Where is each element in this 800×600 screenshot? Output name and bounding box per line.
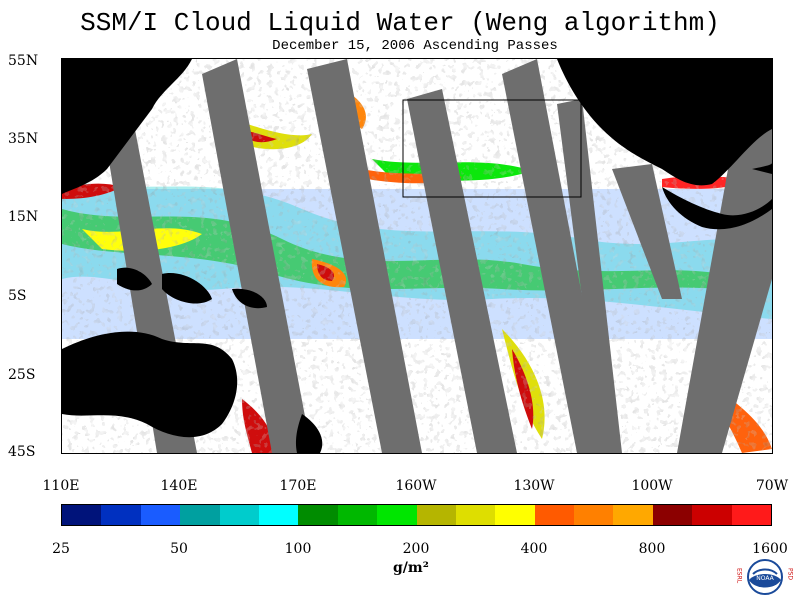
page-subtitle: December 15, 2006 Ascending Passes	[272, 38, 558, 54]
colorbar-swatch-14	[613, 505, 653, 525]
logo-center-text: NOAA	[756, 575, 774, 582]
colorbar-label-800: 800	[638, 541, 666, 557]
colorbar-swatch-2	[140, 505, 181, 525]
colorbar	[61, 504, 772, 526]
colorbar-swatch-5	[258, 505, 299, 525]
noaa-logo-icon: NOAA ESRL PSD	[736, 559, 794, 595]
colorbar-swatch-0	[62, 505, 102, 525]
colorbar-swatch-17	[731, 505, 772, 525]
page-title: SSM/I Cloud Liquid Water (Weng algorithm…	[80, 8, 720, 38]
lat-label-35n: 35N	[8, 131, 39, 147]
lat-label-5s: 5S	[8, 288, 27, 304]
cloud-liquid-water-map	[61, 58, 773, 454]
colorbar-swatch-9	[416, 505, 456, 525]
lon-label-100w: 100W	[631, 478, 673, 494]
colorbar-swatch-7	[337, 505, 378, 525]
colorbar-swatch-3	[180, 505, 220, 525]
colorbar-swatch-8	[377, 505, 417, 525]
colorbar-swatch-4	[219, 505, 259, 525]
lat-label-15n: 15N	[8, 209, 39, 225]
lon-label-170e: 170E	[279, 478, 317, 494]
logo-left-letters: ESRL	[736, 568, 743, 584]
colorbar-label-50: 50	[170, 541, 188, 557]
map-canvas	[62, 59, 772, 453]
lat-label-55n: 55N	[8, 53, 39, 69]
colorbar-unit: g/m²	[393, 560, 429, 576]
region-box	[402, 99, 582, 198]
lon-label-160w: 160W	[395, 478, 437, 494]
colorbar-label-25: 25	[52, 541, 70, 557]
logo-right-letters: PSD	[787, 568, 794, 580]
colorbar-label-200: 200	[402, 541, 430, 557]
colorbar-swatch-12	[534, 505, 575, 525]
land	[62, 59, 772, 453]
colorbar-swatch-10	[455, 505, 496, 525]
colorbar-swatch-13	[574, 505, 614, 525]
colorbar-label-400: 400	[520, 541, 548, 557]
colorbar-label-100: 100	[284, 541, 312, 557]
colorbar-swatch-11	[495, 505, 535, 525]
lon-label-70w: 70W	[755, 478, 789, 494]
colorbar-swatch-6	[298, 505, 338, 525]
lat-label-45s: 45S	[8, 444, 36, 460]
colorbar-label-1600: 1600	[752, 541, 788, 557]
colorbar-swatch-15	[652, 505, 693, 525]
colorbar-swatch-16	[692, 505, 732, 525]
lon-label-130w: 130W	[513, 478, 555, 494]
colorbar-swatch-1	[101, 505, 141, 525]
lat-label-25s: 25S	[8, 367, 36, 383]
lon-label-110e: 110E	[42, 478, 80, 494]
lon-label-140e: 140E	[160, 478, 198, 494]
